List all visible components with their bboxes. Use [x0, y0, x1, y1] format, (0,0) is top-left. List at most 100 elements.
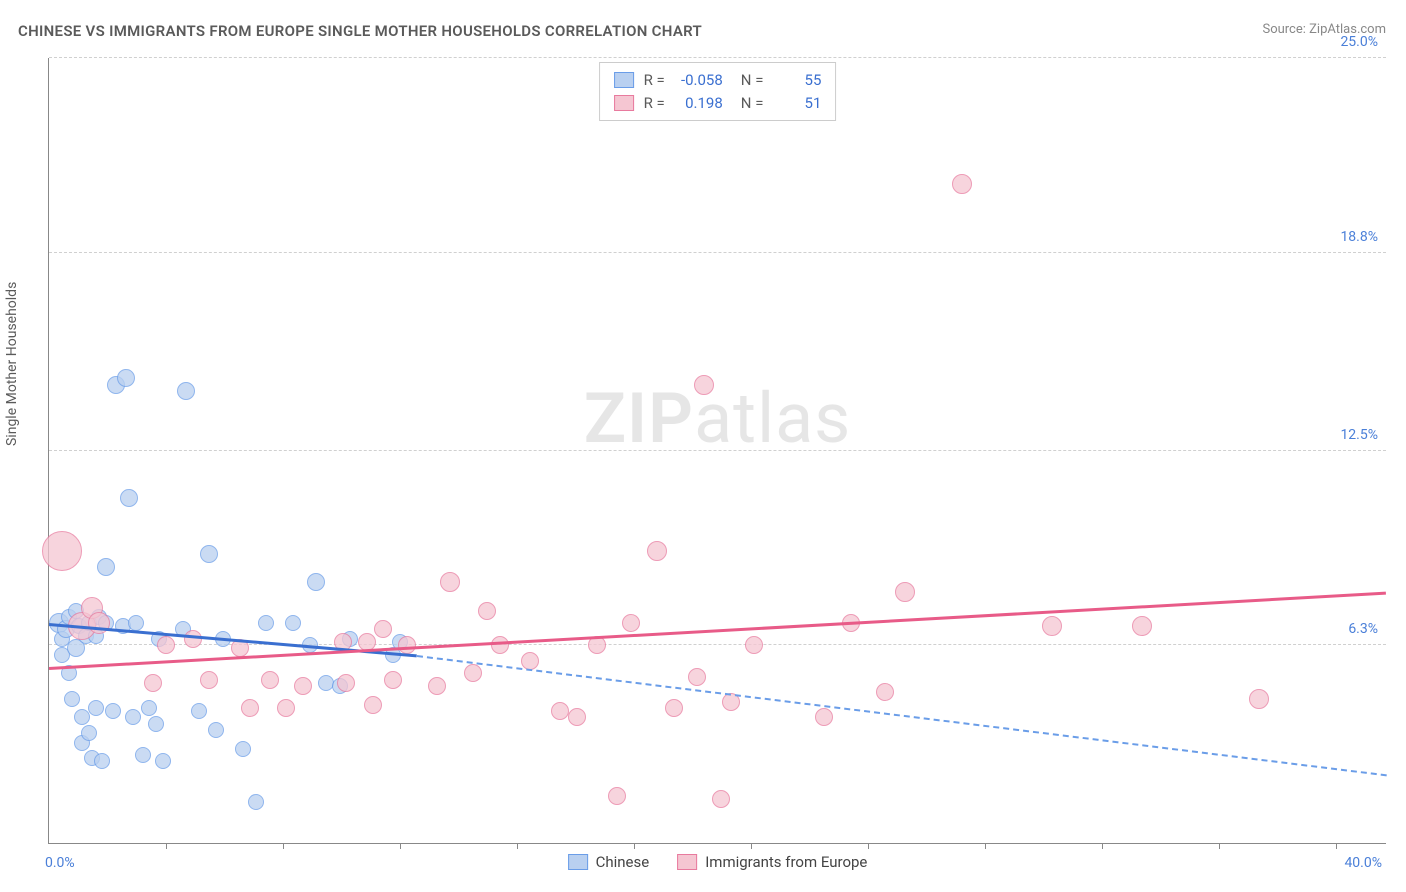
europe-point: [294, 677, 312, 695]
y-tick-label: 6.3%: [1348, 621, 1378, 637]
stats-legend-box: R = -0.058 N = 55 R = 0.198 N = 51: [599, 62, 837, 121]
legend-label: Chinese: [596, 853, 650, 871]
europe-point: [745, 636, 763, 654]
chinese-point: [81, 725, 97, 741]
legend-label: Immigrants from Europe: [705, 853, 867, 871]
europe-point: [815, 708, 833, 726]
legend-item-europe: Immigrants from Europe: [677, 853, 867, 871]
chinese-point: [148, 716, 164, 732]
chinese-point: [155, 753, 171, 769]
trend-line: [49, 592, 1386, 670]
n-value: 51: [773, 92, 821, 115]
europe-point: [952, 174, 972, 194]
r-value: -0.058: [675, 69, 723, 92]
chinese-point: [307, 573, 325, 591]
n-label: N =: [741, 69, 764, 92]
gridline: [49, 252, 1386, 253]
europe-point: [464, 664, 482, 682]
europe-point: [712, 790, 730, 808]
r-label: R =: [644, 69, 665, 92]
chinese-point: [88, 700, 104, 716]
gridline: [49, 57, 1386, 58]
x-tick-mark: [1219, 843, 1220, 849]
europe-point: [157, 636, 175, 654]
x-tick-mark: [1336, 843, 1337, 849]
europe-point: [551, 702, 569, 720]
europe-point: [440, 572, 460, 592]
chinese-point: [208, 722, 224, 738]
europe-point: [1042, 616, 1062, 636]
europe-point: [398, 636, 416, 654]
x-tick-mark: [634, 843, 635, 849]
europe-point: [200, 671, 218, 689]
watermark-rest: atlas: [694, 378, 851, 460]
europe-point: [144, 674, 162, 692]
europe-point: [895, 582, 915, 602]
europe-point: [277, 699, 295, 717]
x-tick-mark: [985, 843, 986, 849]
europe-point: [688, 668, 706, 686]
y-tick-label: 25.0%: [1340, 34, 1378, 50]
x-tick-mark: [400, 843, 401, 849]
europe-point: [241, 699, 259, 717]
bottom-legend: Chinese Immigrants from Europe: [568, 853, 868, 871]
n-label: N =: [741, 92, 764, 115]
x-tick-mark: [1102, 843, 1103, 849]
x-axis-max-label: 40.0%: [1344, 855, 1382, 871]
europe-point: [42, 531, 82, 571]
r-value: 0.198: [675, 92, 723, 115]
chinese-point: [94, 753, 110, 769]
chinese-point: [177, 382, 195, 400]
x-tick-mark: [751, 843, 752, 849]
x-tick-mark: [517, 843, 518, 849]
chinese-point: [141, 700, 157, 716]
europe-point: [622, 614, 640, 632]
chinese-point: [135, 747, 151, 763]
europe-point: [568, 708, 586, 726]
gridline: [49, 644, 1386, 645]
legend-item-chinese: Chinese: [568, 853, 650, 871]
watermark-bold: ZIP: [584, 378, 694, 460]
scatter-chart: ZIPatlas R =-0.058N =55R =0.198N =51 0.0…: [48, 58, 1386, 844]
chinese-point: [64, 691, 80, 707]
page-title: CHINESE VS IMMIGRANTS FROM EUROPE SINGLE…: [18, 22, 702, 40]
chinese-point: [120, 489, 138, 507]
europe-point: [491, 636, 509, 654]
europe-point: [478, 602, 496, 620]
stats-row-europe: R = 0.198 N = 51: [614, 92, 822, 115]
x-tick-mark: [166, 843, 167, 849]
europe-point: [1132, 616, 1152, 636]
chinese-swatch: [614, 72, 634, 88]
europe-point: [374, 620, 392, 638]
chinese-point: [128, 615, 144, 631]
y-tick-label: 18.8%: [1340, 229, 1378, 245]
chinese-point: [117, 369, 135, 387]
gridline: [49, 450, 1386, 451]
europe-point: [608, 787, 626, 805]
europe-point: [428, 677, 446, 695]
n-value: 55: [773, 69, 821, 92]
watermark: ZIPatlas: [584, 378, 852, 460]
europe-point: [337, 674, 355, 692]
europe-swatch: [677, 854, 697, 870]
y-axis-label: Single Mother Households: [4, 282, 20, 446]
europe-swatch: [614, 95, 634, 111]
europe-point: [694, 375, 714, 395]
chinese-point: [97, 558, 115, 576]
chinese-swatch: [568, 854, 588, 870]
europe-point: [665, 699, 683, 717]
europe-point: [261, 671, 279, 689]
chinese-point: [235, 741, 251, 757]
chinese-point: [200, 545, 218, 563]
europe-point: [184, 630, 202, 648]
chinese-point: [258, 615, 274, 631]
chinese-point: [248, 794, 264, 810]
x-tick-mark: [868, 843, 869, 849]
chinese-point: [125, 709, 141, 725]
europe-point: [647, 541, 667, 561]
europe-point: [364, 696, 382, 714]
europe-point: [1249, 689, 1269, 709]
chinese-point: [191, 703, 207, 719]
x-axis-min-label: 0.0%: [45, 855, 75, 871]
r-label: R =: [644, 92, 665, 115]
